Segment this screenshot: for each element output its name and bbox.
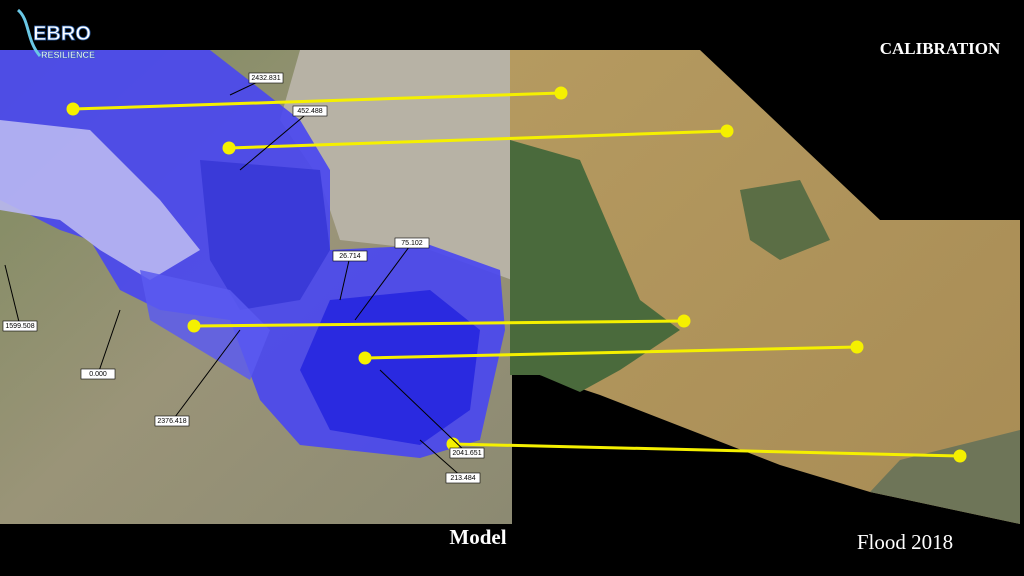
label-box [248,72,284,84]
leader-line [419,439,464,479]
section-labels: 2432.831 452.488 26.714 75.102 1599.508 0.000… [2,72,485,484]
section-label: 213.484 [450,475,475,482]
section-label: 452.488 [297,108,322,115]
section-label: 0.000 [89,371,107,378]
logo-swoosh [16,8,42,57]
leader-line [339,255,351,301]
leader-line [239,110,311,171]
leader-line [379,369,468,454]
label-box [445,472,481,484]
leader-line [4,264,21,327]
model-caption: Model [449,525,506,549]
label-box [80,368,116,380]
logo-tagline: RESILIENCE [41,50,95,60]
leader-line [171,329,241,422]
label-box [2,320,38,332]
section-label: 2432.831 [251,75,280,82]
label-box [332,250,368,262]
flood-photo [510,50,1020,524]
logo-name: EBRO [33,23,91,45]
leader-line [97,309,121,375]
section-label: 26.714 [339,253,361,260]
label-box [292,105,328,117]
section-label: 75.102 [401,240,423,247]
section-label: 2041.651 [452,450,481,457]
label-box [394,237,430,249]
label-box [154,415,190,427]
section-label: 2376.418 [157,418,186,425]
flood-caption: Flood 2018 [857,530,953,554]
model-map [0,50,512,524]
leader-line [354,242,413,321]
slide-title: CALIBRATION [880,39,1001,58]
connectors [66,86,967,463]
section-label: 1599.508 [5,323,34,330]
label-box [449,447,485,459]
